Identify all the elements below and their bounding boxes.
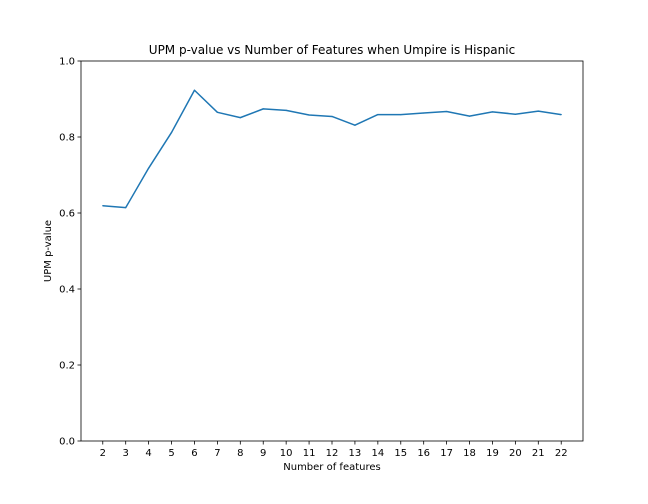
data-point: [514, 113, 516, 115]
data-point: [216, 111, 218, 113]
x-tick-label: 10: [280, 448, 293, 459]
data-point: [102, 205, 104, 207]
y-tick-label: 0.6: [59, 209, 75, 220]
x-tick-label: 3: [123, 448, 129, 459]
data-point: [354, 124, 356, 126]
x-tick-label: 17: [440, 448, 453, 459]
chart-title: UPM p-value vs Number of Features when U…: [149, 43, 515, 57]
y-tick-label: 0.0: [59, 437, 75, 448]
x-tick-label: 15: [394, 448, 407, 459]
x-tick-label: 21: [532, 448, 545, 459]
data-point: [125, 207, 127, 209]
data-point: [285, 109, 287, 111]
data-point: [423, 112, 425, 114]
y-tick-label: 0.4: [59, 285, 75, 296]
data-point: [331, 115, 333, 118]
x-tick-label: 16: [417, 448, 430, 459]
plot-area-frame: [80, 60, 584, 442]
x-tick-label: 5: [168, 448, 174, 459]
x-tick-label: 19: [486, 448, 499, 459]
data-point: [491, 111, 494, 113]
x-tick-label: 8: [237, 448, 243, 459]
data-point: [468, 115, 471, 117]
data-point: [239, 117, 241, 119]
x-tick-label: 14: [371, 448, 384, 459]
data-point: [377, 113, 379, 116]
x-tick-label: 13: [349, 448, 362, 459]
y-tick-label: 0.2: [59, 361, 75, 372]
data-point: [262, 108, 264, 110]
data-point: [308, 114, 310, 116]
x-tick-label: 22: [555, 448, 568, 459]
x-tick-label: 18: [463, 448, 476, 459]
x-tick-label: 11: [303, 448, 316, 459]
y-tick-label: 0.8: [59, 133, 75, 144]
y-tick-label: 1.0: [59, 57, 75, 68]
series-group: [102, 89, 562, 209]
x-axis-label: Number of features: [283, 462, 380, 473]
data-point: [446, 110, 448, 113]
data-point: [170, 131, 173, 134]
data-point: [148, 167, 150, 169]
x-tick-label: 4: [145, 448, 151, 459]
x-tick-label: 7: [214, 448, 220, 459]
x-tick-label: 9: [260, 448, 266, 459]
x-tick-label: 12: [326, 448, 339, 459]
y-axis-label: UPM p-value: [43, 220, 54, 282]
x-tick-label: 20: [509, 448, 522, 459]
x-axis-ticks: 2 3 4 5 6 7 8 9 10 11 12 13 14 15 16 17 18 19 20 21 22: [100, 441, 568, 459]
x-tick-label: 6: [191, 448, 197, 459]
data-point: [193, 89, 196, 91]
data-point: [537, 110, 539, 112]
data-point: [560, 113, 562, 116]
x-tick-label: 2: [100, 448, 106, 459]
y-axis-ticks: 0.0 0.2 0.4 0.6 0.8 1.0: [59, 57, 81, 448]
data-point: [400, 113, 402, 116]
